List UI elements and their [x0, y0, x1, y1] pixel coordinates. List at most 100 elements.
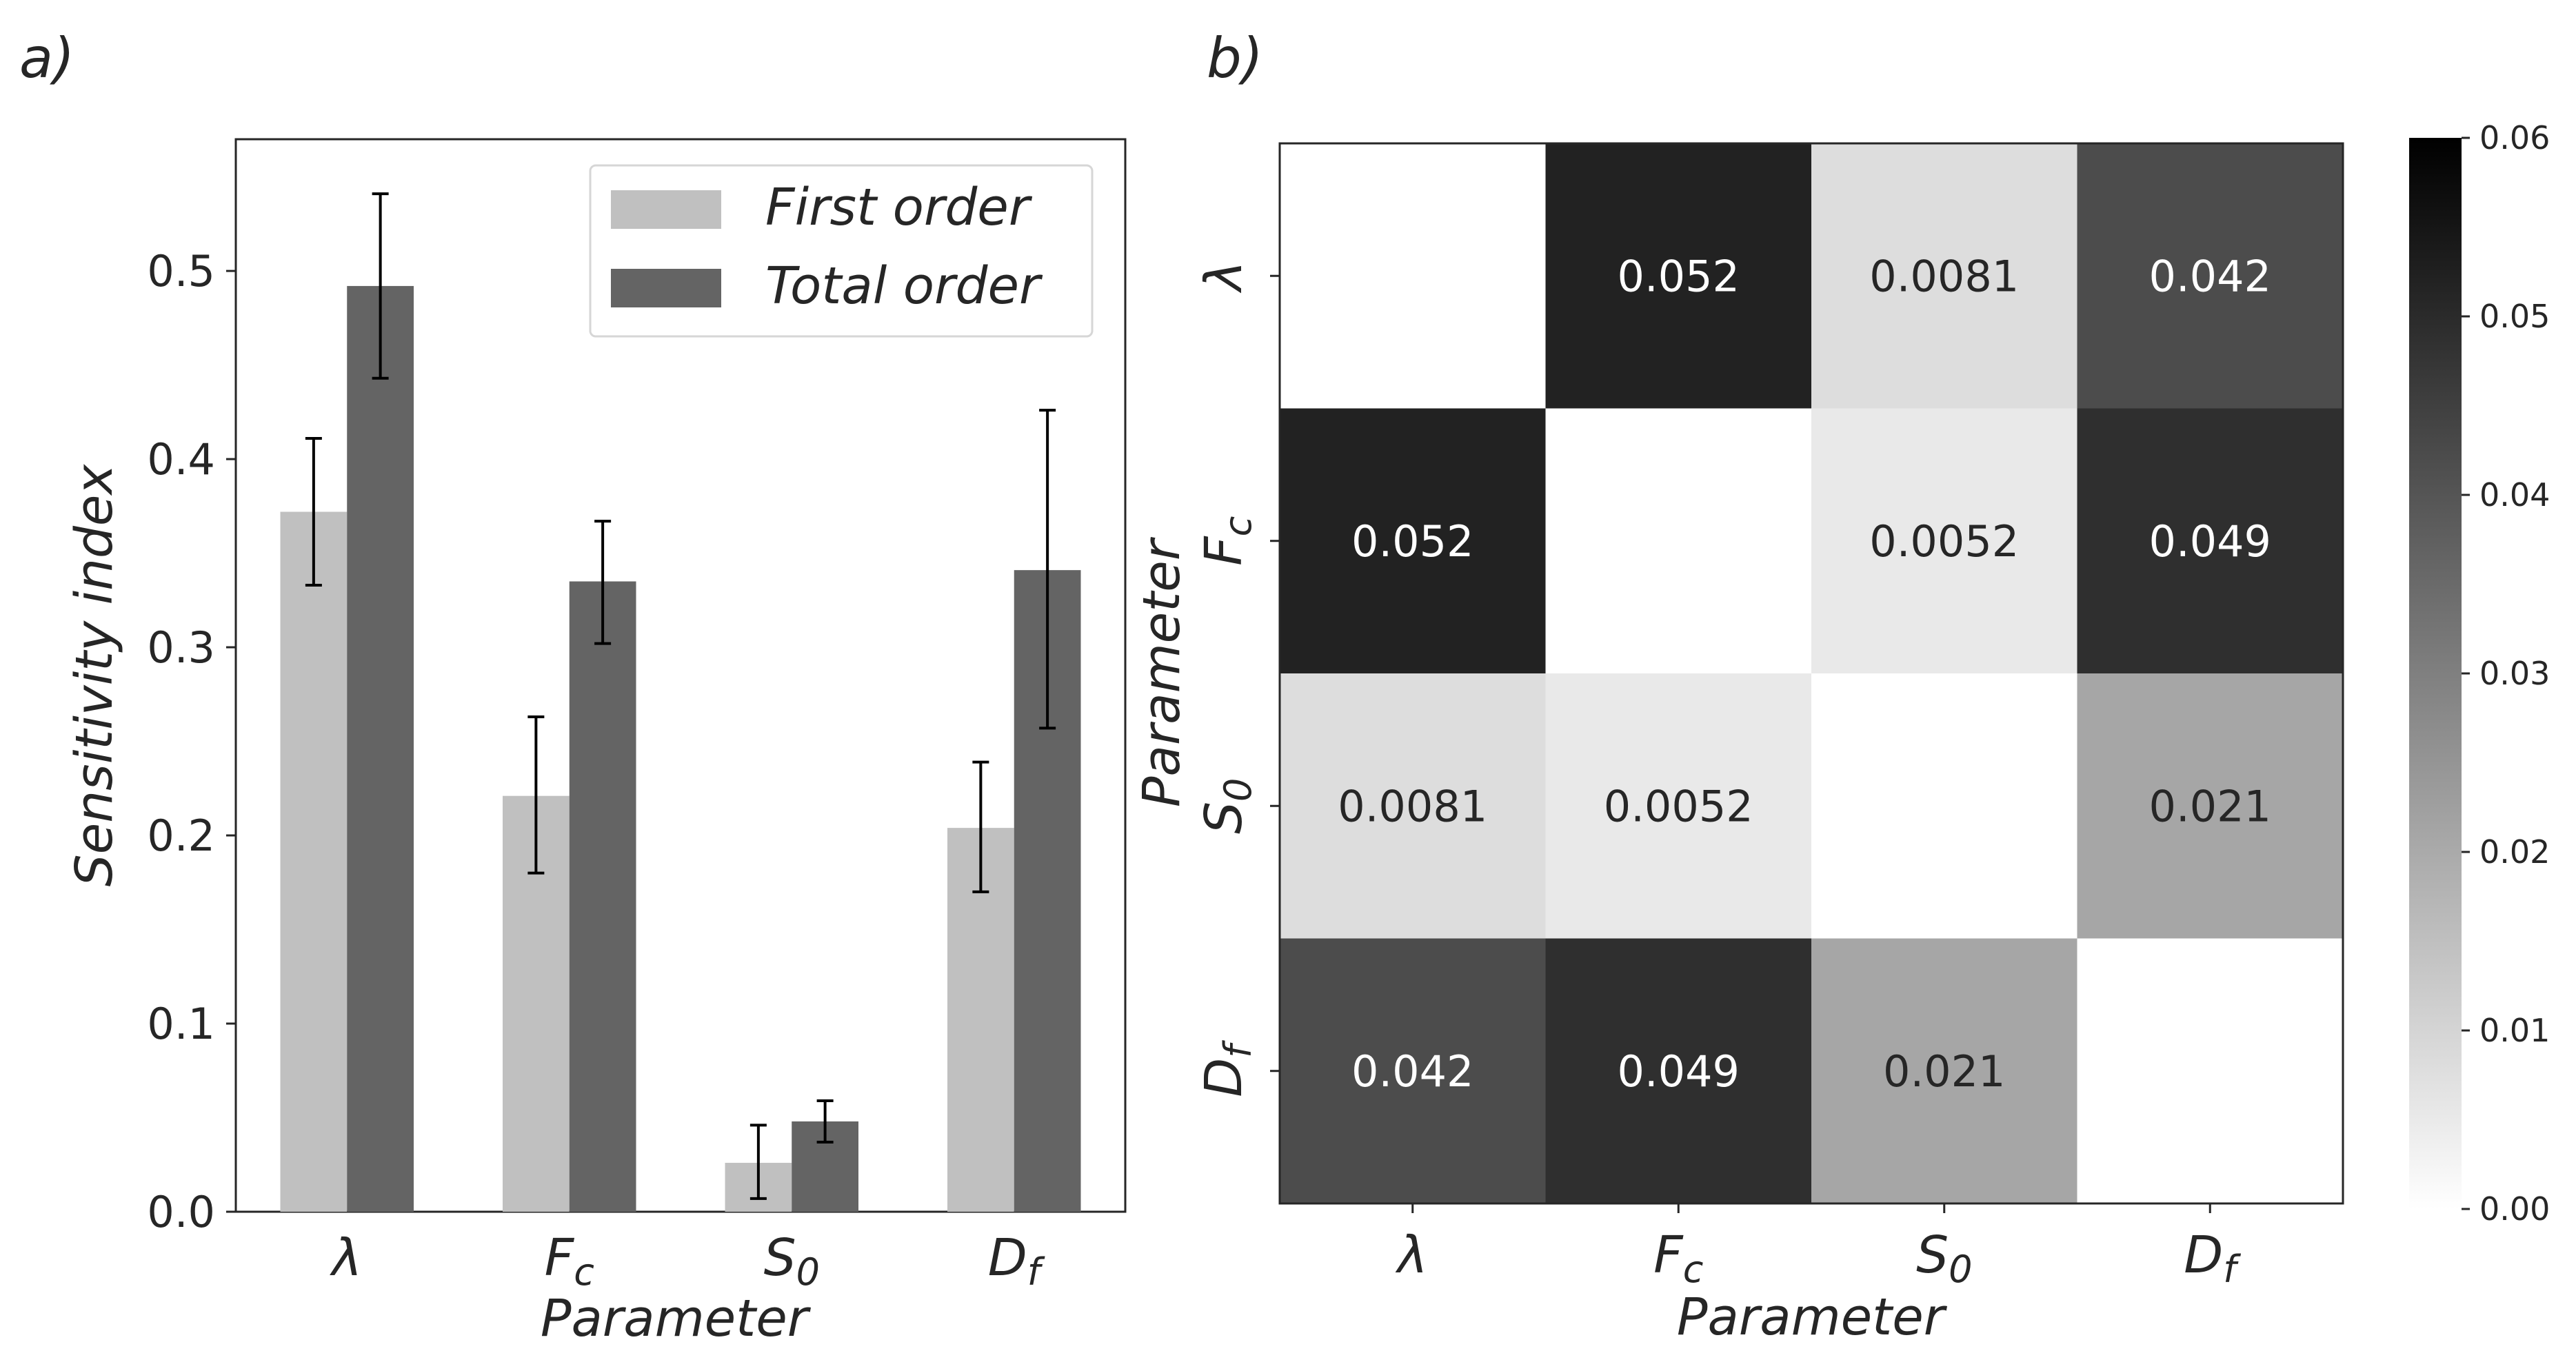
legend-label-first-order: First order [765, 178, 1033, 237]
bar-x-category: Df [988, 1228, 1045, 1294]
bar-x-category-subscript: 0 [796, 1250, 820, 1294]
bar-x-category-subscript: c [574, 1250, 594, 1294]
heatmap-cell-label: 0.021 [1883, 1046, 2006, 1097]
bar-x-category-base: D [988, 1228, 1027, 1288]
bar-x-category: λ [329, 1228, 362, 1288]
panel-a-label: a) [19, 26, 74, 90]
bar-first-order [280, 511, 348, 1212]
heatmap-y-category-base: λ [1194, 261, 1254, 294]
heatmap-x-category-base: S [1916, 1226, 1949, 1285]
bar-x-categories: λ Fc S0 Df [329, 1228, 1045, 1294]
colorbar-tick-label: 0.06 [2479, 119, 2550, 156]
bar-series [280, 285, 1081, 1212]
heatmap-x-category-base: F [1653, 1226, 1684, 1285]
heatmap-cell [2077, 673, 2344, 939]
colorbar-ticks: 0.00 0.01 0.02 0.03 0.04 0.05 0.06 [2462, 119, 2550, 1228]
bar-y-tick-label: 0.5 [147, 246, 215, 296]
heatmap-cell-label: 0.021 [2149, 781, 2272, 831]
colorbar [2409, 138, 2462, 1209]
heatmap-x-category-subscript: f [2223, 1248, 2241, 1291]
colorbar-tick-label: 0.01 [2479, 1012, 2550, 1049]
heatmap-frame [1278, 142, 2344, 1205]
colorbar-tick-label: 0.00 [2479, 1190, 2550, 1228]
heatmap-cell [1545, 143, 1812, 409]
heatmap-y-category-subscript: 0 [1216, 778, 1260, 802]
heatmap-cell-label: 0.042 [1351, 1046, 1474, 1097]
error-bars [305, 192, 1056, 1200]
heatmap-cell [1545, 938, 1812, 1204]
heatmap-cell [1545, 673, 1812, 939]
heatmap-cell [1811, 143, 2077, 409]
heatmap-y-category-base: D [1194, 1058, 1254, 1097]
heatmap-cell [1811, 408, 2077, 674]
heatmap-y-category-subscript: c [1216, 516, 1260, 537]
heatmap-cell [2077, 408, 2344, 674]
heatmap-y-category-base: S [1194, 802, 1254, 834]
heatmap-y-category-subscript: f [1216, 1040, 1260, 1058]
legend-swatch-total-order [611, 269, 721, 307]
bar-y-tick-label: 0.0 [147, 1187, 215, 1237]
heatmap-cell-label: 0.052 [1618, 251, 1740, 301]
heatmap-cell [1811, 673, 2077, 939]
bar-y-ticks: 0.0 0.1 0.2 0.3 0.4 0.5 [147, 246, 236, 1237]
heatmap-x-category-base: D [2184, 1226, 2223, 1285]
heatmap-cell-label: 0.0081 [1869, 251, 2019, 301]
heatmap-cell [1545, 408, 1812, 674]
legend-swatch-first-order [611, 190, 721, 229]
heatmap-cell-label: 0.042 [2149, 251, 2272, 301]
colorbar-tick-label: 0.04 [2479, 476, 2550, 514]
bar-x-category-base: S [764, 1228, 796, 1288]
heatmap-y-axis-label: Parameter [1132, 536, 1191, 807]
bar-y-tick-label: 0.4 [147, 434, 215, 485]
bar-x-category: Fc [545, 1228, 594, 1294]
heatmap-x-category: λ [1395, 1226, 1428, 1285]
bar-x-category: S0 [764, 1228, 820, 1294]
heatmap-y-categories: λ Fc S0 Df [1194, 261, 1280, 1097]
bar-y-tick-label: 0.3 [147, 622, 215, 673]
colorbar-tick-label: 0.05 [2479, 298, 2550, 335]
heatmap-cell [1811, 938, 2077, 1204]
heatmap-panel: 0.052 0.0081 0.042 0.052 0.0052 0.049 0.0081 0.… [1132, 119, 2550, 1347]
heatmap-x-category: Df [2184, 1226, 2241, 1291]
legend-label-total-order: Total order [765, 256, 1043, 316]
bar-chart-panel: 0.0 0.1 0.2 0.3 0.4 0.5 λ Fc S0 Df Sensitivity i… [65, 138, 1127, 1348]
heatmap-y-category: Fc [1194, 516, 1260, 566]
heatmap-x-category: S0 [1916, 1226, 1972, 1291]
heatmap-cell-label: 0.049 [1618, 1046, 1740, 1097]
heatmap-cell [2077, 143, 2344, 409]
heatmap-y-category: Df [1194, 1040, 1260, 1097]
bar-x-category-subscript: f [1027, 1250, 1045, 1294]
heatmap-cell [1280, 143, 1546, 409]
bar-total-order [569, 581, 636, 1212]
heatmap-y-category: λ [1194, 261, 1254, 294]
heatmap-cell [1280, 938, 1546, 1204]
heatmap-cell-label: 0.049 [2149, 516, 2272, 567]
bar-x-axis-label: Parameter [541, 1289, 812, 1348]
heatmap-x-axis-label: Parameter [1677, 1288, 1948, 1347]
bar-y-tick-label: 0.1 [147, 999, 215, 1049]
heatmap-cell-label: 0.0052 [1869, 516, 2019, 567]
colorbar-tick-label: 0.03 [2479, 655, 2550, 692]
heatmap-cell-label: 0.0052 [1604, 781, 1753, 831]
legend: First order Total order [589, 164, 1094, 338]
heatmap-cell [2077, 938, 2344, 1204]
heatmap-cell-label: 0.0081 [1338, 781, 1487, 831]
heatmap-x-category: Fc [1653, 1226, 1703, 1291]
bar-x-category-base: λ [329, 1228, 362, 1288]
colorbar-tick-label: 0.02 [2479, 833, 2550, 871]
heatmap-y-category-base: F [1194, 536, 1254, 566]
bar-y-axis-label: Sensitivity index [65, 464, 124, 887]
heatmap-x-category-subscript: c [1683, 1248, 1704, 1291]
heatmap-cell [1280, 408, 1546, 674]
bar-y-tick-label: 0.2 [147, 811, 215, 861]
heatmap-x-category-base: λ [1395, 1226, 1428, 1285]
heatmap-cell-label: 0.052 [1351, 516, 1474, 567]
panel-b-label: b) [1207, 26, 1263, 90]
bar-total-order [347, 285, 414, 1212]
bar-x-category-base: F [545, 1228, 575, 1288]
heatmap-cells: 0.052 0.0081 0.042 0.052 0.0052 0.049 0.0081 0.… [1280, 143, 2344, 1204]
heatmap-cell [1280, 673, 1546, 939]
heatmap-x-categories: λ Fc S0 Df [1395, 1203, 2241, 1291]
heatmap-y-category: S0 [1194, 778, 1260, 834]
